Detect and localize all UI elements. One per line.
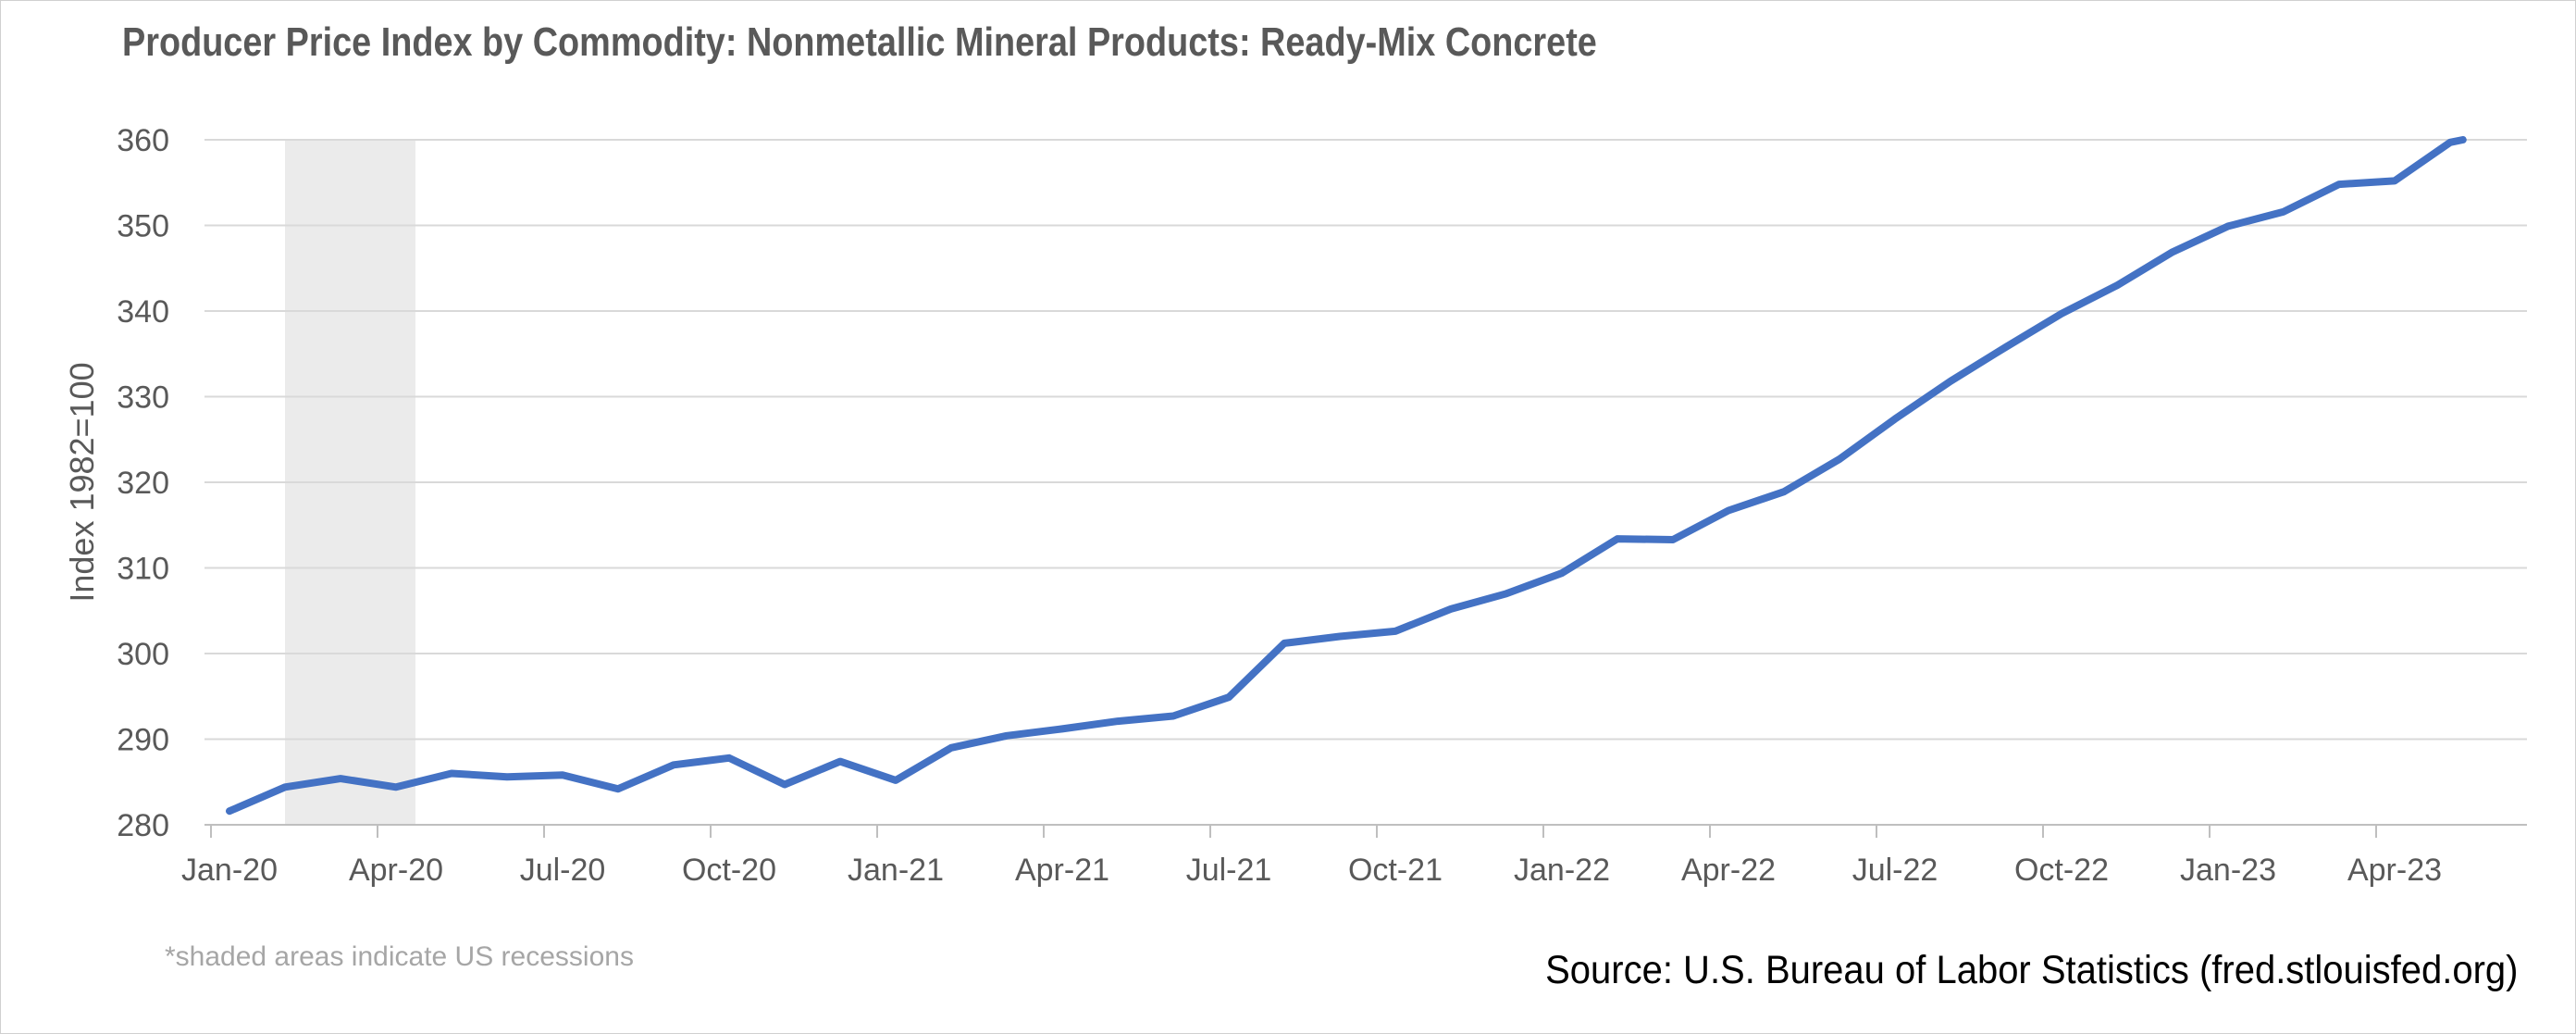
y-tick-label: 300 — [117, 637, 169, 672]
source-note: Source: U.S. Bureau of Labor Statistics … — [1544, 948, 2518, 992]
x-tick-label: Oct-20 — [682, 853, 776, 888]
y-axis-tick-labels: 280 290 300 310 320 330 340 350 360 — [117, 123, 169, 843]
chart-title: Producer Price Index by Commodity: Nonme… — [122, 19, 1597, 65]
y-tick-label: 320 — [117, 466, 169, 501]
y-tick-label: 330 — [117, 380, 169, 416]
gridlines — [204, 139, 2527, 741]
recession-note: *shaded areas indicate US recessions — [165, 941, 634, 972]
series-line — [226, 136, 2467, 816]
x-tick-label: Apr-22 — [1681, 853, 1776, 888]
x-tick-label: Jul-20 — [520, 853, 606, 888]
x-tick-label: Apr-20 — [349, 853, 443, 888]
x-tick-label: Jul-21 — [1186, 853, 1272, 888]
y-tick-label: 310 — [117, 552, 169, 587]
x-tick-label: Jan-20 — [181, 853, 278, 888]
y-axis-title: Index 1982=100 — [63, 362, 101, 602]
y-tick-label: 280 — [117, 808, 169, 843]
y-tick-label: 290 — [117, 723, 169, 758]
x-axis-ticks — [210, 825, 2377, 838]
x-tick-label: Jan-21 — [848, 853, 944, 888]
y-tick-label: 360 — [117, 123, 169, 158]
x-tick-label: Oct-22 — [2014, 853, 2109, 888]
y-tick-label: 340 — [117, 294, 169, 330]
x-tick-label: Jul-22 — [1852, 853, 1938, 888]
x-tick-label: Jan-22 — [1514, 853, 1610, 888]
x-tick-label: Apr-21 — [1015, 853, 1109, 888]
x-axis-tick-labels: Jan-20 Apr-20 Jul-20 Oct-20 Jan-21 Apr-21 Jul-… — [181, 853, 2442, 888]
y-tick-label: 350 — [117, 209, 169, 244]
x-tick-label: Oct-21 — [1348, 853, 1443, 888]
x-tick-label: Jan-23 — [2180, 853, 2276, 888]
x-tick-label: Apr-23 — [2347, 853, 2442, 888]
